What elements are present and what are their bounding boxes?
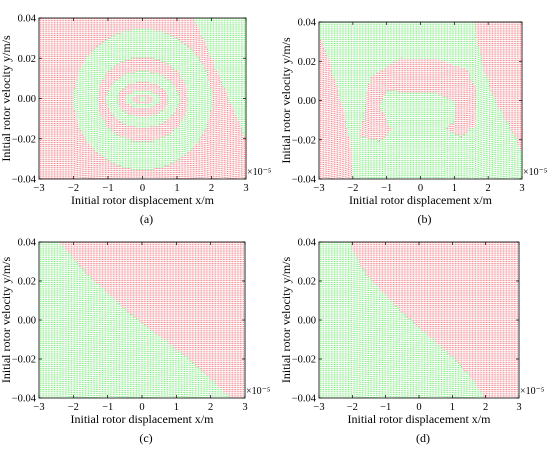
x-tick-label: 1 <box>174 402 179 413</box>
basin-field <box>318 242 520 398</box>
x-tick-label: −3 <box>313 402 324 413</box>
x-axis: −3 −2 −1 0 1 2 3 <box>313 22 525 194</box>
y-tick-label: 0.00 <box>298 96 316 107</box>
basin-field <box>318 22 523 179</box>
x-tick-label: −1 <box>380 402 391 413</box>
panel-c: −3 −2 −1 0 1 2 3 −0.04 −0.02 0.00 0.02 0.04 ×10⁻⁵ Ini… <box>0 238 270 446</box>
y-tick-label: 0.04 <box>18 14 37 25</box>
x-multiplier-label: ×10⁻⁵ <box>247 167 271 178</box>
x-axis-title: Initial rotor displacement x/m <box>348 412 492 426</box>
y-tick-label: 0.04 <box>298 18 317 29</box>
y-tick-label: −0.04 <box>292 175 317 186</box>
x-tick-label: 1 <box>452 183 457 194</box>
panel-label: (d) <box>416 431 430 445</box>
x-tick-label: 2 <box>208 402 213 413</box>
x-tick-label: −1 <box>102 183 113 194</box>
y-tick-label: 0.02 <box>298 57 316 68</box>
x-tick-label: −2 <box>347 183 358 194</box>
panel-b: −3 −2 −1 0 1 2 3 −0.04 −0.02 0.00 0.02 0.04 ×10⁻⁵ Ini… <box>279 18 547 227</box>
y-tick-label: 0.02 <box>18 54 36 65</box>
x-tick-label: −2 <box>68 183 79 194</box>
y-tick-label: −0.02 <box>292 135 316 146</box>
y-axis: −0.04 −0.02 0.00 0.02 0.04 <box>292 18 522 186</box>
x-tick-label: −1 <box>102 402 113 413</box>
x-tick-label: −2 <box>68 402 79 413</box>
y-tick-label: 0.00 <box>18 94 36 105</box>
x-tick-label: 0 <box>140 183 145 194</box>
y-axis-title: Initial rotor velocity y/m/s <box>279 257 293 384</box>
x-axis-title: Initial rotor displacement x/m <box>349 193 493 207</box>
x-tick-label: 3 <box>243 183 248 194</box>
x-tick-label: 3 <box>519 183 524 194</box>
x-multiplier-label: ×10⁻⁵ <box>246 386 270 397</box>
panel-label: (a) <box>140 212 153 226</box>
panel-a: −3 −2 −1 0 1 2 3 −0.04 −0.02 0.00 0.02 0.04 ×10⁻⁵ Ini… <box>0 14 271 227</box>
y-axis: −0.04 −0.02 0.00 0.02 0.04 <box>12 14 246 186</box>
x-tick-label: 2 <box>486 183 491 194</box>
y-tick-label: 0.02 <box>18 277 36 288</box>
x-axis: −3 −2 −1 0 1 2 3 <box>313 242 522 413</box>
x-tick-label: −3 <box>33 183 44 194</box>
x-tick-label: −1 <box>381 183 392 194</box>
x-tick-label: 0 <box>416 402 421 413</box>
plot-frame <box>318 241 520 399</box>
x-axis: −3 −2 −1 0 1 2 3 <box>33 18 249 194</box>
x-tick-label: −3 <box>33 402 44 413</box>
y-tick-label: −0.04 <box>12 175 37 186</box>
y-tick-label: −0.02 <box>12 355 36 366</box>
x-axis-title: Initial rotor displacement x/m <box>71 193 215 207</box>
y-axis: −0.04 −0.02 0.00 0.02 0.04 <box>292 238 519 405</box>
y-tick-label: 0.04 <box>298 238 317 249</box>
x-tick-label: 2 <box>209 183 214 194</box>
x-tick-label: −3 <box>313 183 324 194</box>
x-multiplier-label: ×10⁻⁵ <box>523 167 547 178</box>
y-axis-title: Initial rotor velocity y/m/s <box>0 35 13 162</box>
x-tick-label: −2 <box>347 402 358 413</box>
y-tick-label: −0.02 <box>292 355 316 366</box>
y-tick-label: 0.00 <box>298 316 316 327</box>
x-tick-label: 0 <box>418 183 423 194</box>
x-tick-label: 3 <box>516 402 521 413</box>
y-tick-label: 0.02 <box>298 277 316 288</box>
x-axis-title: Initial rotor displacement x/m <box>71 412 215 426</box>
y-axis-title: Initial rotor velocity y/m/s <box>279 37 293 164</box>
x-multiplier-label: ×10⁻⁵ <box>520 386 544 397</box>
x-tick-label: 3 <box>242 402 247 413</box>
plot-frame <box>318 21 523 180</box>
x-tick-label: 1 <box>174 183 179 194</box>
x-tick-label: 0 <box>139 402 144 413</box>
y-tick-label: 0.04 <box>18 238 37 249</box>
y-axis-title: Initial rotor velocity y/m/s <box>0 257 13 384</box>
x-tick-label: 1 <box>450 402 455 413</box>
panel-label: (b) <box>418 212 432 226</box>
basin-field <box>38 18 247 179</box>
panel-label: (c) <box>139 431 152 445</box>
x-axis: −3 −2 −1 0 1 2 3 <box>33 242 248 413</box>
y-tick-label: 0.00 <box>18 316 36 327</box>
y-axis: −0.04 −0.02 0.00 0.02 0.04 <box>12 238 245 405</box>
panel-d: −3 −2 −1 0 1 2 3 −0.04 −0.02 0.00 0.02 0.04 ×10⁻⁵ Ini… <box>279 238 544 446</box>
x-tick-label: 2 <box>483 402 488 413</box>
y-tick-label: −0.04 <box>12 394 37 405</box>
y-tick-label: −0.04 <box>292 394 317 405</box>
basin-field <box>38 242 246 398</box>
y-tick-label: −0.02 <box>12 134 36 145</box>
